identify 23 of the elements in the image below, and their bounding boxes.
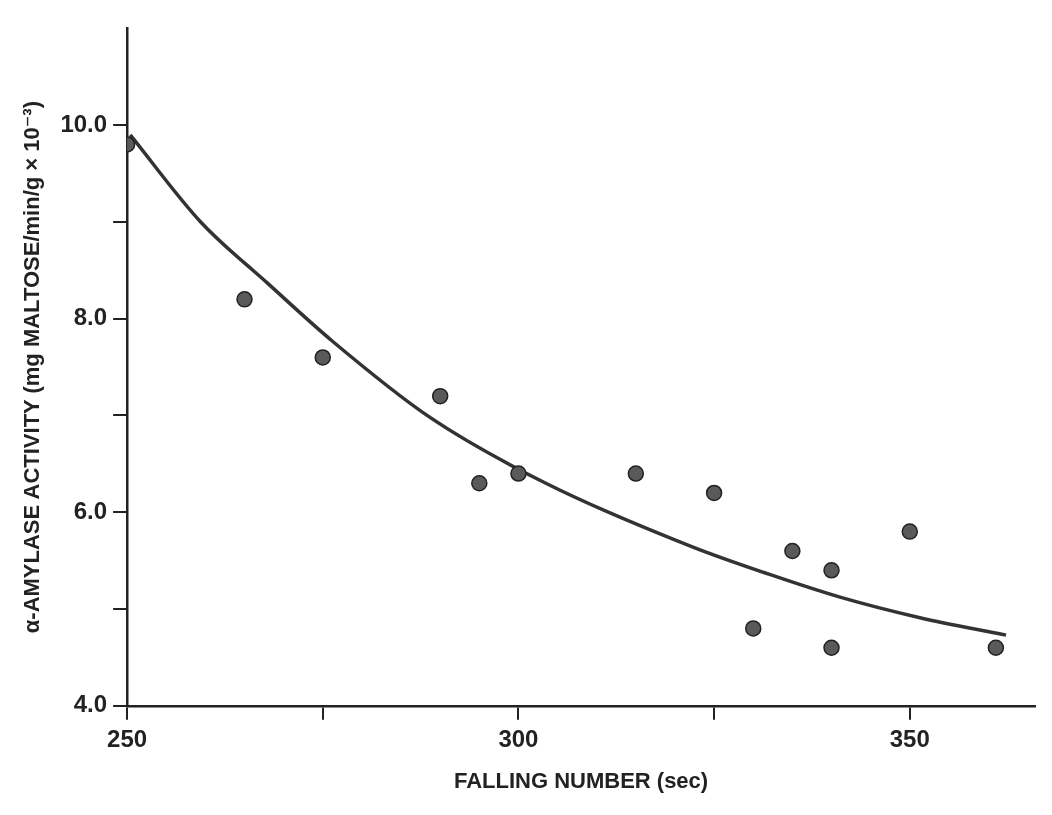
x-axis-title: FALLING NUMBER (sec) [453,767,709,793]
line-series [128,133,1008,637]
x-tick-label: 300 [498,724,539,752]
point [744,620,762,637]
y-tick-label: 4.0 [73,690,108,718]
x-tick-label: 250 [107,724,148,752]
point [314,349,332,366]
point [784,542,801,560]
x-tick-label: 350 [889,724,930,752]
point [471,474,488,492]
point [705,484,723,502]
point [236,291,253,308]
point [431,387,449,405]
point [901,523,919,540]
y-tick-label: 6.0 [73,496,108,524]
point [987,639,1005,656]
y-tick-label: 10.0 [60,109,108,137]
point [823,639,840,656]
y-tick-label: 8.0 [73,303,108,331]
point [627,465,645,482]
point [823,562,840,579]
point [510,465,527,482]
y-axis-title: α-AMYLASE ACTIVITY (mg MALTOSE/min/g × 10⁻³) [19,101,45,634]
